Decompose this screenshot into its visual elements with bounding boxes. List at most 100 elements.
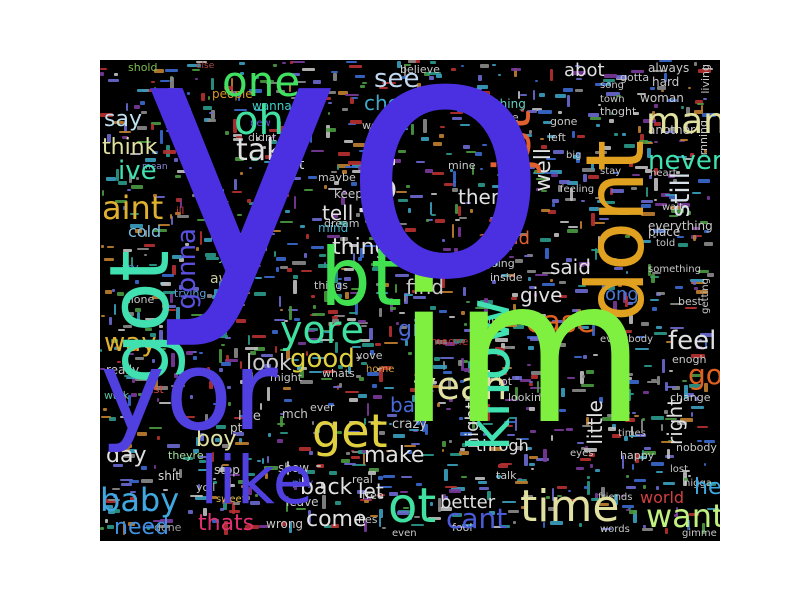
word: friends [598,492,633,503]
texture-mark [311,295,315,298]
texture-mark [277,439,283,443]
texture-mark [640,240,651,243]
texture-mark [321,378,332,380]
word: wont [270,157,305,173]
texture-mark [606,158,609,161]
texture-mark [192,69,200,71]
texture-mark [313,80,321,84]
texture-mark [351,456,360,459]
word: thats [198,511,255,536]
texture-mark [241,485,247,488]
texture-mark [404,64,411,66]
texture-mark [237,214,242,216]
texture-mark [360,248,364,258]
texture-mark [170,77,174,89]
texture-mark [240,72,244,75]
texture-mark [332,316,338,319]
texture-mark [408,352,412,355]
texture-mark [690,374,703,377]
texture-mark [670,303,682,305]
texture-mark [691,412,693,417]
texture-mark [696,290,708,294]
texture-mark [316,429,320,433]
texture-mark [165,69,178,72]
texture-mark [503,274,515,277]
texture-mark [614,494,618,505]
texture-mark [376,292,388,294]
texture-mark [156,196,165,198]
texture-mark [693,235,696,241]
word: cold [128,222,162,241]
texture-mark [426,251,430,262]
texture-mark [118,181,127,185]
texture-mark [421,137,429,141]
texture-mark [272,330,278,334]
texture-mark [589,453,595,457]
texture-mark [312,92,321,95]
word: gimme [682,528,717,539]
texture-mark [462,524,474,527]
texture-mark [485,335,494,339]
texture-mark [255,109,265,111]
word: thing [332,235,389,260]
texture-mark [526,447,532,450]
texture-mark [358,320,366,323]
texture-mark [274,251,276,257]
word: wrong [266,517,304,531]
texture-mark [257,460,261,462]
texture-mark [595,469,600,472]
texture-mark [423,329,427,334]
word: woman [640,91,684,105]
texture-mark [579,262,590,266]
texture-mark [115,200,127,203]
texture-mark [357,490,366,494]
texture-mark [356,322,368,324]
texture-mark [312,357,326,359]
texture-mark [393,120,407,122]
texture-mark [260,403,262,410]
texture-mark [395,253,407,255]
texture-mark [661,424,663,431]
texture-mark [498,464,508,468]
texture-mark [661,90,664,92]
texture-mark [215,438,220,442]
texture-mark [703,98,707,100]
texture-mark [213,481,217,484]
texture-mark [529,286,535,289]
word: home [366,364,395,375]
word-cloud: people wanna shold else new didnt wont s… [100,60,720,541]
texture-mark [536,178,549,180]
texture-mark [651,462,664,466]
texture-mark [507,131,509,141]
texture-mark [682,470,690,472]
texture-mark [124,375,137,377]
texture-mark [151,81,155,83]
texture-mark [449,489,461,493]
texture-mark [233,138,243,141]
texture-mark [104,258,114,261]
word: words [600,524,630,535]
texture-mark [115,346,119,350]
word: people [212,87,253,101]
word: im [396,236,647,469]
texture-mark [379,308,382,317]
texture-mark [280,126,284,133]
word: going [484,257,515,270]
texture-mark [494,249,502,253]
texture-mark [147,527,150,530]
texture-mark [340,237,348,241]
texture-mark [610,323,614,326]
texture-mark [422,454,434,456]
texture-mark [476,88,482,90]
texture-mark [276,267,279,272]
texture-mark [416,89,422,92]
word: really [106,363,140,377]
texture-mark [669,370,673,372]
texture-mark [539,393,545,397]
word: aint [102,189,164,227]
texture-mark [259,214,262,226]
texture-mark [123,206,126,210]
texture-mark [451,377,453,380]
texture-mark [179,108,191,110]
texture-mark [335,501,341,505]
